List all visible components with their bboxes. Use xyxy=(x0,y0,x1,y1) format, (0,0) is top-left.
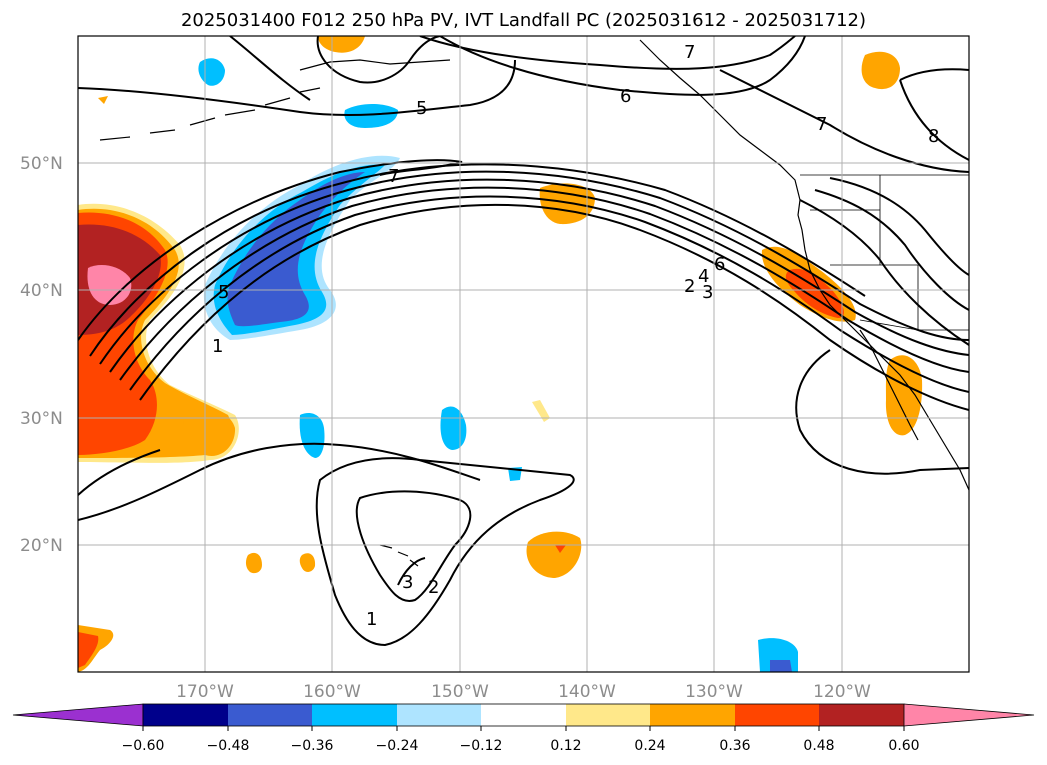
contour-label: 1 xyxy=(366,609,377,630)
colorbar-bin xyxy=(312,704,397,726)
colorbar-tick-label: −0.60 xyxy=(122,738,165,754)
map-title: 2025031400 F012 250 hPa PV, IVT Landfall… xyxy=(180,10,867,31)
colorbar-tick-label: −0.12 xyxy=(460,738,503,754)
positive-anomaly-west-pink xyxy=(87,265,132,305)
positive-anomaly-baja xyxy=(885,355,923,436)
coast-contour-a xyxy=(799,199,969,346)
colorbar-extend-low xyxy=(12,703,144,727)
north-contour-6 xyxy=(229,36,806,101)
aleutian-islands xyxy=(99,87,321,141)
map-frame xyxy=(77,35,970,673)
colorbar-bin xyxy=(819,704,904,726)
lat-label-30n: 30°N xyxy=(20,409,63,429)
positive-anomaly-hawaii-west xyxy=(183,408,236,456)
jet-contour-5 xyxy=(99,170,969,365)
pv-fill-layer xyxy=(78,36,923,672)
colorbar-extend-high-border xyxy=(903,703,1035,727)
contour-label: 7 xyxy=(684,42,695,63)
negative-anomaly-central-blue xyxy=(227,172,365,327)
pv-contour-layer xyxy=(78,36,969,647)
colorbar-tick-label: −0.36 xyxy=(291,738,334,754)
lat-label-20n: 20°N xyxy=(20,536,63,556)
colorbar-ticks xyxy=(142,726,905,731)
positive-anomaly-small-b xyxy=(299,553,316,572)
colorbar-bin xyxy=(143,704,228,726)
positive-anomaly-south-central-core xyxy=(555,545,566,553)
colorbar-tick-label: −0.48 xyxy=(207,738,250,754)
north-contour-small xyxy=(316,36,441,84)
contour-label: 6 xyxy=(714,254,725,275)
jet-contour-6 xyxy=(89,163,866,357)
contour-label: 2 xyxy=(684,276,695,297)
colorbar-bin xyxy=(228,704,312,726)
colorbar-tick-label: 0.36 xyxy=(719,738,750,754)
jet-contour-3 xyxy=(119,186,969,381)
positive-anomaly-small-c xyxy=(532,400,550,422)
colorbar-tick-label: 0.48 xyxy=(803,738,834,754)
colorbar-bin xyxy=(481,704,566,726)
contour-label: 2 xyxy=(428,577,439,598)
latitude-labels: 50°N 40°N 30°N 20°N xyxy=(20,154,63,556)
contour-label: 7 xyxy=(816,114,827,135)
lon-label-140w: 140°W xyxy=(558,682,616,702)
contour-label: 6 xyxy=(620,86,631,107)
jet-contour-4 xyxy=(109,178,969,373)
contour-label: 3 xyxy=(402,572,413,593)
colorbar: −0.60 −0.48 −0.36 −0.24 −0.12 0.12 0.24 … xyxy=(12,703,1035,754)
contour-label: 3 xyxy=(702,282,713,303)
positive-anomaly-south-central xyxy=(526,531,582,578)
lon-label-160w: 160°W xyxy=(303,682,361,702)
longitude-labels: 170°W 160°W 150°W 140°W 130°W 120°W xyxy=(176,682,871,702)
lon-label-150w: 150°W xyxy=(431,682,489,702)
positive-anomaly-north-1 xyxy=(318,36,365,53)
north-contour-5 xyxy=(78,59,516,116)
contour-label: 5 xyxy=(416,98,427,119)
north-contour-7 xyxy=(419,36,969,173)
colorbar-bin xyxy=(566,704,650,726)
colorbar-bin xyxy=(397,704,481,726)
colorbar-tick-label: 0.24 xyxy=(634,738,665,754)
north-contour-8 xyxy=(899,68,969,161)
contour-label: 4 xyxy=(698,266,709,287)
hawaii-contour-2 xyxy=(355,490,472,602)
negative-anomaly-small-3 xyxy=(299,412,325,458)
jet-contour-2 xyxy=(129,195,969,393)
gridlines xyxy=(78,36,969,672)
contour-labels: 5 7 6 7 8 7 5 1 6 4 2 3 3 2 1 xyxy=(212,42,939,630)
negative-anomaly-small-6-core xyxy=(770,660,792,672)
colorbar-border xyxy=(142,703,905,727)
positive-anomaly-small-a xyxy=(245,552,262,574)
lon-label-120w: 120°W xyxy=(813,682,871,702)
colorbar-tick-label: −0.24 xyxy=(376,738,419,754)
positive-anomaly-coast-red xyxy=(785,268,844,318)
jet-contour-1 xyxy=(139,203,969,411)
hawaii-contour-1 xyxy=(315,457,575,647)
lon-label-130w: 130°W xyxy=(685,682,743,702)
colorbar-tick-label: 0.60 xyxy=(888,738,919,754)
lon-label-170w: 170°W xyxy=(176,682,234,702)
jet-contour-7 xyxy=(78,159,463,341)
colorbar-bin xyxy=(735,704,819,726)
south-contour-3 xyxy=(397,557,426,586)
colorbar-extend-high xyxy=(904,704,1034,726)
map-background xyxy=(78,36,969,672)
positive-anomaly-north-2 xyxy=(861,51,900,90)
contour-label: 5 xyxy=(218,282,229,303)
baja-coast xyxy=(859,329,919,441)
coast-contour-c xyxy=(829,177,969,276)
lat-label-50n: 50°N xyxy=(20,154,63,174)
colorbar-bin xyxy=(650,704,735,726)
coast-contour-b xyxy=(814,189,969,311)
positive-anomaly-tiny xyxy=(98,96,108,104)
negative-anomaly-small-2 xyxy=(344,104,398,128)
lat-label-40n: 40°N xyxy=(20,281,63,301)
subtropical-contour-2 xyxy=(78,349,969,496)
contour-label: 8 xyxy=(928,126,939,147)
contour-label: 1 xyxy=(212,336,223,357)
positive-anomaly-sw-corner-red xyxy=(78,632,99,668)
contour-label: 7 xyxy=(388,166,399,187)
colorbar-tick-label: 0.12 xyxy=(550,738,581,754)
alaska-coast xyxy=(299,39,969,491)
